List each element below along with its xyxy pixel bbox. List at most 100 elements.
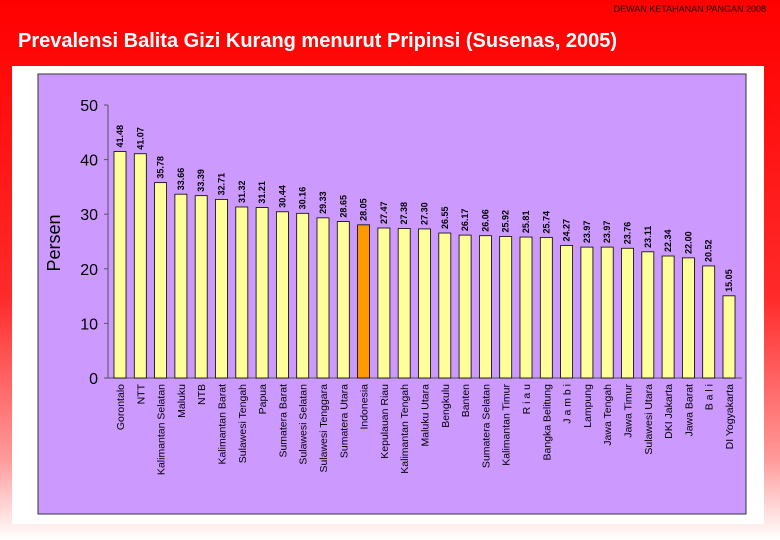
bar-value-label: 28.05 <box>359 198 369 221</box>
bar-value-label: 41.48 <box>115 125 125 148</box>
bar <box>478 235 492 379</box>
bar <box>316 217 330 379</box>
category-label: Bangka Belitung <box>541 384 553 461</box>
bar <box>722 295 736 379</box>
bar <box>580 246 594 379</box>
category-label: Jawa Timur <box>623 384 635 438</box>
category-label: DI Yogyakarta <box>724 384 736 450</box>
category-label: NTB <box>196 384 208 405</box>
category-label: NTT <box>135 383 147 404</box>
bar <box>357 224 371 379</box>
bar <box>560 245 573 379</box>
y-tick-label: 40 <box>80 153 98 170</box>
bar-value-label: 25.81 <box>521 211 531 234</box>
bar-value-label: 22.00 <box>683 231 693 254</box>
bar <box>174 193 188 379</box>
category-label: Papua <box>257 384 269 415</box>
bar-value-label: 30.44 <box>277 185 287 208</box>
category-label: Maluku <box>176 384 188 418</box>
category-label: Kalimantan Tengah <box>399 384 411 474</box>
y-tick-label: 30 <box>80 207 98 224</box>
bar-value-label: 26.06 <box>480 209 490 232</box>
bar-value-label: 28.65 <box>338 195 348 218</box>
category-label: Bengkulu <box>440 384 452 428</box>
category-label: DKI Jakarta <box>663 384 675 439</box>
category-label: B a l i <box>704 384 716 410</box>
bar <box>255 207 269 379</box>
bar <box>418 228 431 379</box>
bar <box>377 227 391 379</box>
bar <box>397 228 411 379</box>
bar-value-label: 33.66 <box>176 168 186 191</box>
y-tick-label: 10 <box>80 316 98 333</box>
category-label: Jawa Tengah <box>602 384 614 446</box>
category-label: Sulawesi Selatan <box>298 384 310 465</box>
category-label: Sulawesi Tengah <box>237 384 249 463</box>
category-label: Jawa Barat <box>683 384 695 437</box>
bar <box>682 257 695 379</box>
bar <box>215 199 228 379</box>
bar-value-label: 15.05 <box>724 269 734 292</box>
y-tick-label: 20 <box>80 262 98 279</box>
bar <box>661 255 675 379</box>
bar <box>235 206 249 379</box>
bar-value-label: 26.55 <box>440 207 450 230</box>
bar-value-label: 31.32 <box>237 180 247 203</box>
category-label: J a m b i <box>562 384 574 424</box>
bar <box>194 195 208 379</box>
bar-value-label: 24.27 <box>562 219 572 242</box>
category-label: R i a u <box>521 384 533 415</box>
bar <box>702 265 716 379</box>
bar-chart: 0 10 20 30 40 50 41.48 Gorontalo 41.07 NTT 35.78 K… <box>37 73 747 515</box>
category-label: Sulawesi Tenggara <box>318 384 330 473</box>
bar <box>641 251 655 379</box>
category-label: Kepulauan Riau <box>379 384 391 459</box>
category-label: Sumatera Utara <box>338 384 350 458</box>
bar <box>621 247 634 379</box>
y-tick-label: 50 <box>80 98 98 115</box>
category-label: Kalimantan Barat <box>217 384 229 465</box>
bar-value-label: 41.07 <box>135 127 145 150</box>
category-label: Banten <box>460 384 472 417</box>
bar-value-label: 35.78 <box>156 156 166 179</box>
bar-value-label: 23.97 <box>602 221 612 244</box>
category-label: Maluku Utara <box>420 384 432 447</box>
y-axis-label: Persen <box>44 214 64 271</box>
bar-value-label: 23.97 <box>582 221 592 244</box>
bar <box>600 246 614 379</box>
bar <box>519 236 533 379</box>
header-org-text: DEWAN KETAHANAN PANGAN 2008 <box>613 4 766 14</box>
bar-value-label: 29.33 <box>318 191 328 214</box>
bar-value-label: 30.16 <box>298 187 308 210</box>
bar <box>458 234 472 379</box>
bar <box>336 221 350 379</box>
bar-value-label: 33.39 <box>196 169 206 192</box>
bar <box>499 236 513 379</box>
bar-value-label: 27.47 <box>379 201 389 224</box>
bar-value-label: 26.17 <box>460 209 470 232</box>
bar-value-label: 23.76 <box>623 222 633 245</box>
bar-value-label: 27.38 <box>399 202 409 225</box>
bar-value-label: 31.21 <box>257 181 267 204</box>
bar-value-label: 25.74 <box>541 211 551 234</box>
bar <box>275 211 289 379</box>
bar <box>113 151 127 379</box>
bar-value-label: 23.11 <box>643 226 653 248</box>
bar-value-label: 27.30 <box>420 202 430 225</box>
category-label: Sulawesi Utara <box>643 384 655 455</box>
category-label: Sumatera Barat <box>277 384 289 458</box>
slide-title: Prevalensi Balita Gizi Kurang menurut Pr… <box>18 30 618 52</box>
category-label: Sumatera Selatan <box>480 384 492 468</box>
y-tick-label: 0 <box>89 371 98 388</box>
bar <box>438 232 452 379</box>
bar-value-label: 20.52 <box>704 239 714 262</box>
bar-value-label: 25.92 <box>501 210 511 233</box>
category-label: Kalimantan Selatan <box>156 384 168 475</box>
category-label: Indonesia <box>359 384 371 430</box>
bar <box>133 153 147 379</box>
category-label: Lampung <box>582 384 594 428</box>
bar-value-label: 32.71 <box>217 173 227 196</box>
bar <box>539 237 553 379</box>
bar-value-label: 22.34 <box>663 229 673 252</box>
bar <box>296 212 310 379</box>
